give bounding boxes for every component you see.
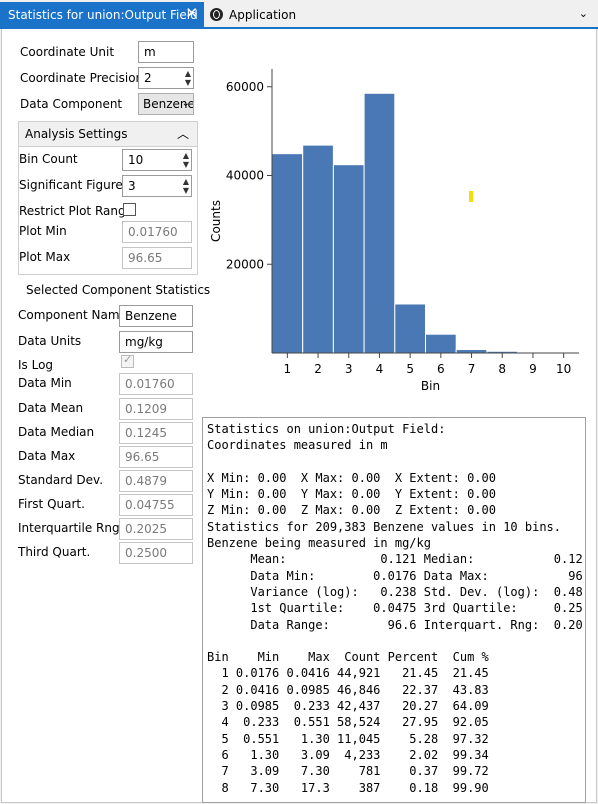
component-stat-label: Data Units xyxy=(18,334,82,348)
tab-statistics-label: Statistics for union:Output Field xyxy=(8,7,198,22)
y-tick-label: 40000 xyxy=(226,169,264,183)
histogram-bar xyxy=(302,144,334,354)
statistics-output[interactable]: Statistics on union:Output Field: Coordi… xyxy=(202,417,586,803)
restrict-plot-label: Restrict Plot Range xyxy=(19,204,133,218)
component-stat-label: Component Name xyxy=(18,308,127,322)
restrict-plot-checkbox[interactable] xyxy=(123,203,136,216)
component-stat-label: Is Log xyxy=(18,358,54,372)
bin-count-value: 10 xyxy=(128,153,144,167)
component-stat-label: Data Mean xyxy=(18,401,84,415)
is-log-checkbox[interactable] xyxy=(121,353,134,368)
component-stat-label: First Quart. xyxy=(18,497,85,511)
histogram-chart: 20000 40000 60000 1 2 3 4 5 6 7 8 9 10 Bin Counts xyxy=(209,69,580,393)
component-stat-value[interactable]: mg/kg xyxy=(119,331,193,353)
histogram-bar xyxy=(271,153,304,354)
sig-fig-label: Significant Figures xyxy=(19,178,130,192)
x-tick-label: 3 xyxy=(345,362,353,376)
data-component-label: Data Component xyxy=(20,97,123,111)
component-stat-value[interactable]: 0.1209 xyxy=(119,398,193,420)
coord-unit-label: Coordinate Unit xyxy=(20,45,115,59)
histogram-bar xyxy=(332,164,365,354)
component-stat-label: Data Max xyxy=(18,449,76,463)
plot-max-label: Plot Max xyxy=(19,250,71,264)
component-stat-value[interactable]: 0.2025 xyxy=(119,518,193,540)
component-stat-value[interactable]: 0.2500 xyxy=(119,542,193,564)
x-tick-label: 2 xyxy=(314,362,322,376)
component-stat-value[interactable]: 0.4879 xyxy=(119,470,193,492)
analysis-settings-header[interactable]: Analysis Settings ︿ xyxy=(19,122,197,147)
x-tick-label: 6 xyxy=(437,362,445,376)
x-tick-label: 8 xyxy=(498,362,506,376)
stepper-arrows-icon[interactable]: ▲ ▼ xyxy=(184,69,191,87)
data-component-select[interactable]: Benzene ⌄ xyxy=(138,93,194,115)
component-stat-value[interactable]: 0.1245 xyxy=(119,422,193,444)
histogram-bar xyxy=(425,333,457,354)
y-axis-label: Counts xyxy=(209,200,223,242)
coord-unit-input[interactable]: m xyxy=(138,41,194,63)
component-stat-value[interactable]: 0.01760 xyxy=(119,373,193,395)
tab-bar: Statistics for union:Output Field ✕ Appl… xyxy=(0,0,598,29)
histogram-bar xyxy=(363,92,396,354)
stepper-arrows-icon[interactable]: ▲ ▼ xyxy=(182,151,189,169)
analysis-settings-group: Analysis Settings ︿ xyxy=(18,121,198,275)
x-tick-label: 1 xyxy=(284,362,292,376)
component-stat-label: Standard Dev. xyxy=(18,473,104,487)
statistics-text: Statistics on union:Output Field: Coordi… xyxy=(207,422,585,795)
tab-application-label: Application xyxy=(229,7,297,22)
chevron-down-icon[interactable]: ⌄ xyxy=(578,7,588,20)
coord-precision-value: 2 xyxy=(144,71,152,85)
analysis-settings-title: Analysis Settings xyxy=(25,127,128,141)
bin-count-label: Bin Count xyxy=(19,152,78,166)
plot-max-input[interactable]: 96.65 xyxy=(122,247,192,269)
x-tick-label: 10 xyxy=(556,362,571,376)
plot-min-input[interactable]: 0.01760 xyxy=(122,221,192,243)
globe-icon xyxy=(210,8,223,21)
plot-marker xyxy=(469,191,473,202)
x-axis-label: Bin xyxy=(421,379,440,393)
x-tick-label: 7 xyxy=(468,362,476,376)
component-stat-label: Data Median xyxy=(18,425,95,439)
tab-statistics[interactable]: Statistics for union:Output Field ✕ xyxy=(0,2,204,27)
component-stat-value[interactable]: 0.04755 xyxy=(119,494,193,516)
coord-precision-stepper[interactable]: 2 ▲ ▼ xyxy=(138,67,194,89)
data-component-value: Benzene xyxy=(143,97,194,111)
component-stats-header: Selected Component Statistics xyxy=(26,283,211,297)
sig-fig-value: 3 xyxy=(128,179,136,193)
component-stat-label: Third Quart. xyxy=(18,545,91,559)
x-tick-label: 4 xyxy=(376,362,384,376)
component-stat-value[interactable]: 96.65 xyxy=(119,446,193,468)
stepper-arrows-icon[interactable]: ▲ ▼ xyxy=(182,177,189,195)
plot-min-label: Plot Min xyxy=(19,224,67,238)
x-tick-label: 9 xyxy=(529,362,537,376)
content-panel: Coordinate Unit m Coordinate Precision 2… xyxy=(1,29,597,803)
component-stat-value[interactable]: Benzene xyxy=(119,305,193,327)
chevron-up-icon[interactable]: ︿ xyxy=(176,127,189,141)
histogram-bar xyxy=(394,303,427,354)
histogram-bar xyxy=(455,349,488,354)
component-stat-label: Interquartile Rng xyxy=(18,521,120,535)
close-icon[interactable]: ✕ xyxy=(185,4,198,22)
sig-fig-stepper[interactable]: 3 ▲ ▼ xyxy=(122,175,192,197)
coord-precision-label: Coordinate Precision xyxy=(20,71,144,85)
chevron-down-icon: ⌄ xyxy=(181,98,190,109)
y-tick-label: 20000 xyxy=(226,257,264,271)
tab-application[interactable]: Application xyxy=(210,2,296,27)
y-tick-label: 60000 xyxy=(226,80,264,94)
x-tick-label: 5 xyxy=(406,362,414,376)
component-stat-label: Data Min xyxy=(18,376,72,390)
bin-count-stepper[interactable]: 10 ▲ ▼ xyxy=(122,149,192,171)
